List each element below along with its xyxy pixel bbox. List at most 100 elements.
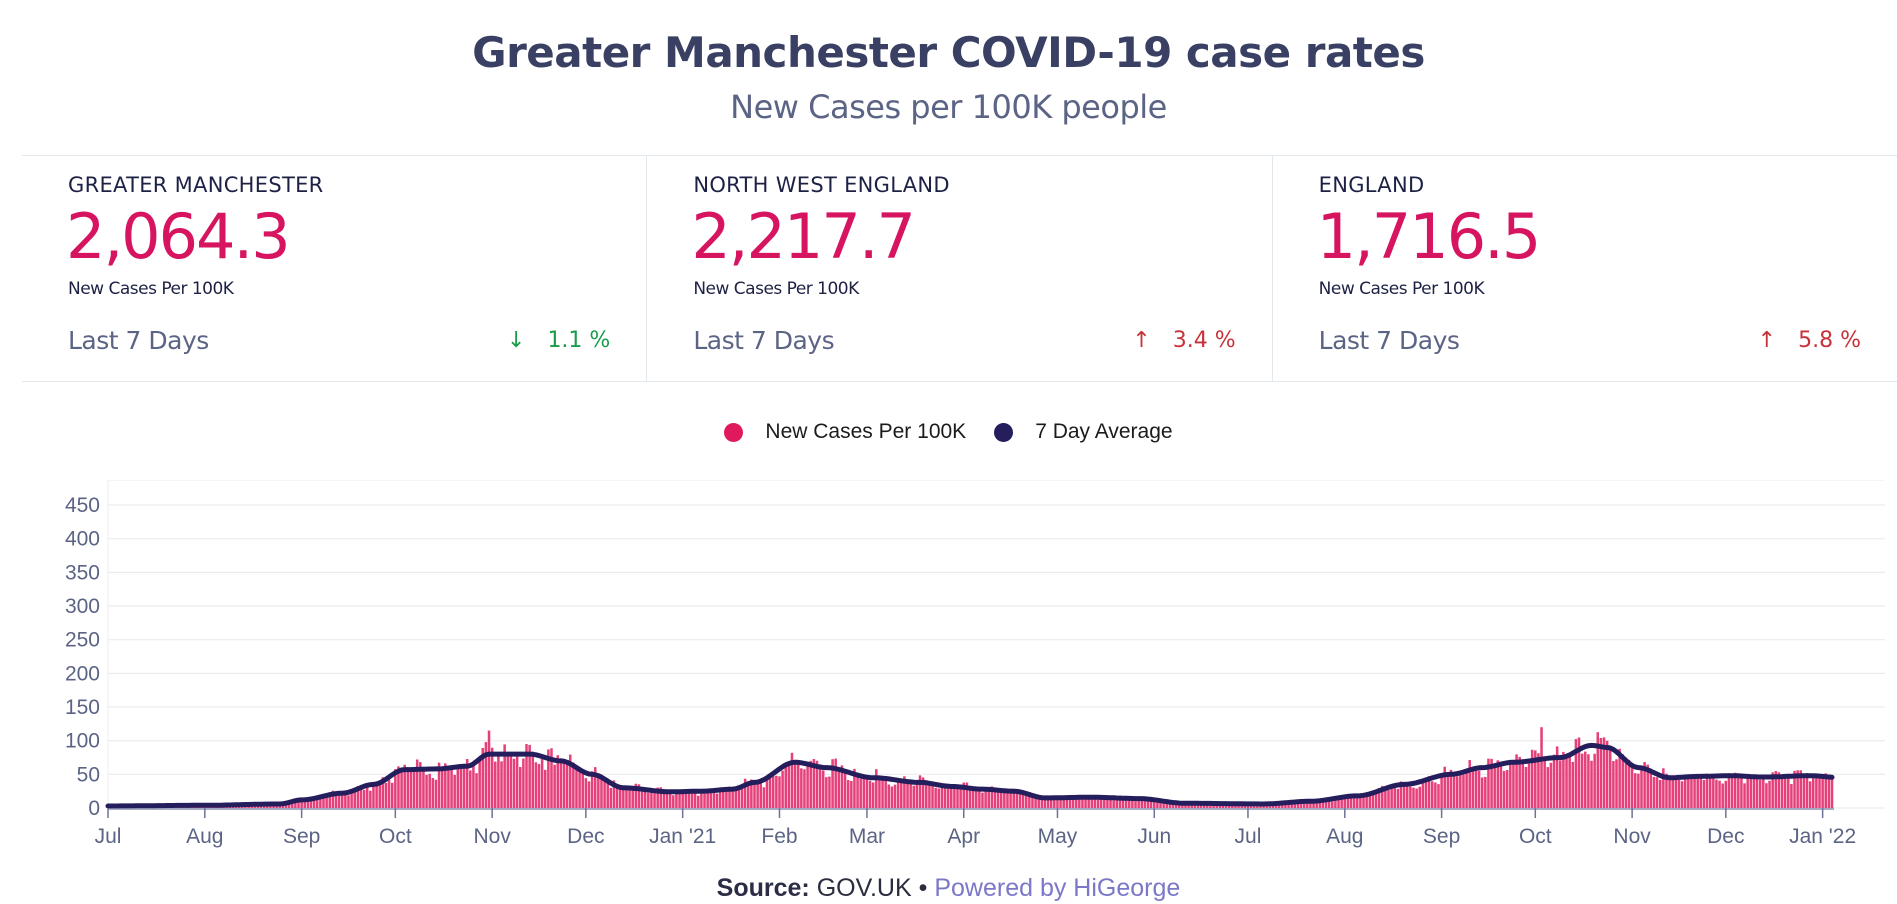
bar-new-cases bbox=[519, 766, 522, 808]
bar-new-cases bbox=[1443, 766, 1446, 808]
x-tick-label: Dec bbox=[567, 825, 604, 848]
bar-new-cases bbox=[1827, 775, 1831, 808]
bar-new-cases bbox=[547, 749, 550, 808]
bar-new-cases bbox=[681, 789, 684, 808]
bar-new-cases bbox=[1153, 800, 1156, 808]
bar-new-cases bbox=[512, 758, 516, 808]
bar-new-cases bbox=[587, 781, 591, 808]
bar-new-cases bbox=[687, 790, 691, 808]
bar-new-cases bbox=[1221, 804, 1225, 808]
bar-new-cases bbox=[1174, 803, 1178, 808]
bar-new-cases bbox=[390, 782, 394, 808]
bar-new-cases bbox=[1434, 782, 1437, 808]
bar-new-cases bbox=[606, 782, 609, 808]
bar-new-cases bbox=[759, 781, 762, 808]
bar-new-cases bbox=[1324, 800, 1328, 808]
bar-new-cases bbox=[915, 783, 919, 808]
bar-new-cases bbox=[781, 770, 784, 808]
bar-new-cases bbox=[1159, 799, 1162, 808]
bar-new-cases bbox=[843, 772, 847, 808]
bar-new-cases bbox=[565, 763, 569, 808]
bar-new-cases bbox=[472, 766, 475, 808]
bar-new-cases bbox=[1390, 786, 1393, 808]
bar-new-cases bbox=[1593, 753, 1596, 808]
bar-new-cases bbox=[1465, 772, 1468, 808]
bar-new-cases bbox=[1106, 797, 1109, 808]
stat-unit: New Cases Per 100K bbox=[1318, 279, 1485, 299]
bar-new-cases bbox=[1805, 773, 1809, 808]
bar-new-cases bbox=[662, 790, 666, 808]
bar-new-cases bbox=[1096, 797, 1100, 808]
bar-new-cases bbox=[1306, 802, 1309, 808]
bar-new-cases bbox=[1743, 783, 1746, 808]
bar-new-cases bbox=[1193, 803, 1197, 808]
bar-new-cases bbox=[322, 797, 325, 808]
bar-new-cases bbox=[603, 779, 606, 808]
bar-new-cases bbox=[1477, 770, 1481, 808]
x-tick-label: Jan '21 bbox=[649, 825, 716, 848]
bar-new-cases bbox=[1168, 801, 1172, 808]
x-axis: Jul Aug Sep Oct Nov Dec Jan '21 Feb Mar Apr May Jun… bbox=[95, 808, 1856, 848]
x-tick-label: Dec bbox=[1707, 825, 1744, 848]
bar-new-cases bbox=[1683, 776, 1687, 808]
legend-item-7-day-average[interactable]: 7 Day Average bbox=[994, 420, 1173, 444]
bar-new-cases bbox=[387, 779, 391, 808]
bar-new-cases bbox=[1799, 770, 1803, 808]
bar-new-cases bbox=[968, 787, 972, 808]
bar-new-cases bbox=[946, 783, 950, 808]
bar-new-cases bbox=[1040, 798, 1044, 808]
bar-new-cases bbox=[1290, 801, 1293, 808]
bar-new-cases bbox=[1312, 800, 1315, 808]
bar-new-cases bbox=[1808, 781, 1812, 808]
bar-new-cases bbox=[1574, 739, 1578, 808]
bar-new-cases bbox=[1115, 797, 1119, 808]
bar-new-cases bbox=[1715, 779, 1718, 808]
bar-new-cases bbox=[600, 778, 603, 808]
bar-new-cases bbox=[1733, 772, 1737, 808]
bar-new-cases bbox=[815, 760, 819, 808]
bar-new-cases bbox=[1437, 784, 1440, 808]
bar-new-cases bbox=[1053, 797, 1056, 808]
bar-new-cases bbox=[553, 764, 556, 808]
bar-new-cases bbox=[1559, 760, 1562, 808]
bar-new-cases bbox=[397, 766, 400, 808]
bar-new-cases bbox=[1099, 797, 1103, 808]
x-tick-label: Aug bbox=[186, 825, 223, 848]
bar-new-cases bbox=[956, 788, 959, 808]
bar-new-cases bbox=[550, 748, 553, 808]
stat-change: ↑ 5.8 % bbox=[1758, 328, 1861, 353]
bar-new-cases bbox=[487, 730, 491, 808]
bar-new-cases bbox=[1006, 790, 1009, 808]
powered-by-link[interactable]: Powered by HiGeorge bbox=[934, 874, 1181, 902]
bar-new-cases bbox=[1633, 773, 1637, 808]
bar-new-cases bbox=[631, 790, 634, 808]
bar-new-cases bbox=[1455, 776, 1459, 808]
legend-item-new-cases[interactable]: New Cases Per 100K bbox=[724, 420, 966, 444]
bar-new-cases bbox=[1024, 795, 1028, 808]
bar-new-cases bbox=[1555, 746, 1559, 808]
bar-new-cases bbox=[469, 770, 472, 808]
bar-new-cases bbox=[1674, 778, 1678, 808]
bar-new-cases bbox=[362, 789, 366, 808]
bar-new-cases bbox=[378, 784, 381, 808]
separator: • bbox=[918, 874, 928, 902]
bar-new-cases bbox=[1128, 799, 1131, 808]
stat-card-england: ENGLAND 1,716.5 New Cases Per 100K Last … bbox=[1273, 156, 1897, 381]
bar-new-cases bbox=[1596, 732, 1600, 808]
bar-new-cases bbox=[372, 782, 375, 808]
bar-new-cases bbox=[1677, 779, 1681, 808]
bar-new-cases bbox=[1112, 800, 1115, 808]
bar-new-cases bbox=[821, 770, 825, 808]
bar-new-cases bbox=[1299, 800, 1303, 808]
bar-new-cases bbox=[1643, 762, 1646, 808]
bar-new-cases bbox=[868, 780, 872, 808]
bar-new-cases bbox=[672, 795, 675, 808]
bar-new-cases bbox=[1605, 740, 1609, 808]
x-tick-label: Mar bbox=[849, 825, 885, 848]
bar-new-cases bbox=[584, 778, 588, 808]
stats-panel: GREATER MANCHESTER 2,064.3 New Cases Per… bbox=[22, 155, 1897, 382]
bar-new-cases bbox=[540, 756, 544, 808]
bar-new-cases bbox=[1471, 770, 1475, 808]
bar-new-cases bbox=[515, 755, 519, 808]
bar-new-cases bbox=[1484, 776, 1487, 808]
